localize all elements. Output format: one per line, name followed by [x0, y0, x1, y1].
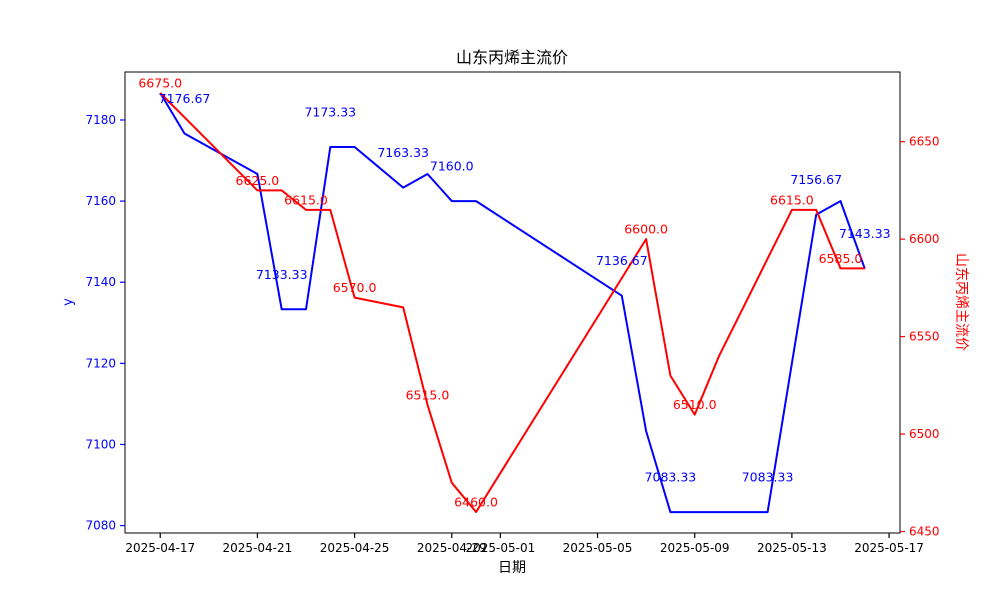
annotation-label: 6460.0	[454, 495, 498, 510]
annotation-label: 7163.33	[377, 145, 429, 160]
y-tick-label-right: 6550	[909, 330, 940, 344]
y-tick-label-left: 7160	[85, 194, 116, 208]
annotation-label: 6600.0	[624, 222, 668, 237]
x-tick-label: 2025-05-17	[854, 541, 924, 555]
annotation-label: 7156.67	[790, 172, 842, 187]
annotation-label: 7176.67	[159, 91, 211, 106]
x-tick-label: 2025-04-29	[417, 541, 487, 555]
annotation-label: 6615.0	[770, 192, 814, 207]
annotation-label: 7173.33	[304, 105, 356, 120]
plot-border	[124, 71, 901, 534]
annotation-label: 6515.0	[406, 387, 450, 402]
x-tick-label: 2025-04-17	[125, 541, 195, 555]
y-tick-label-left: 7140	[85, 275, 116, 289]
annotation-label: 7136.67	[596, 253, 648, 268]
x-tick-label: 2025-04-25	[320, 541, 390, 555]
y-tick-label-left: 7120	[85, 356, 116, 370]
y-tick-label-left: 7180	[85, 113, 116, 127]
y-tick-label-right: 6500	[909, 427, 940, 441]
y-tick-label-left: 7080	[85, 519, 116, 533]
annotation-label: 6675.0	[138, 75, 182, 90]
y-tick-label-right: 6450	[909, 525, 940, 539]
y-tick-label-right: 6600	[909, 232, 940, 246]
x-tick-label: 2025-05-09	[660, 541, 730, 555]
x-tick-label: 2025-04-21	[223, 541, 293, 555]
x-tick-label: 2025-05-01	[465, 541, 535, 555]
annotation-label: 7083.33	[645, 470, 697, 485]
annotation-label: 6585.0	[819, 251, 863, 266]
x-axis-label: 日期	[498, 560, 526, 576]
y-axis-label-left: y	[61, 298, 76, 306]
annotation-label: 7143.33	[839, 226, 891, 241]
annotation-label: 6570.0	[333, 280, 377, 295]
y-axis-label-right: 山东丙烯主流价	[953, 253, 969, 351]
series-line-left	[159, 92, 866, 514]
y-tick-label-right: 6650	[909, 135, 940, 149]
annotation-label: 7133.33	[256, 267, 308, 282]
annotation-label: 6625.0	[236, 173, 280, 188]
chart-title: 山东丙烯主流价	[456, 48, 568, 67]
y-tick-label-left: 7100	[85, 437, 116, 451]
annotation-label: 7083.33	[742, 470, 794, 485]
annotation-label: 7160.0	[430, 159, 474, 174]
series-line-right	[159, 92, 865, 513]
x-tick-label: 2025-05-13	[757, 541, 827, 555]
annotation-label: 6615.0	[284, 192, 328, 207]
x-tick-label: 2025-05-05	[563, 541, 633, 555]
annotation-label: 6510.0	[673, 397, 717, 412]
